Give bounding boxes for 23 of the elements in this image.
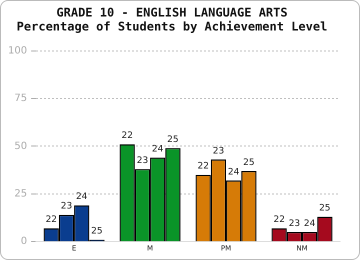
series-label: 22 xyxy=(46,215,58,226)
series-label: 23 xyxy=(136,156,148,166)
y-tick-label: 100 xyxy=(8,45,28,56)
text: 22 xyxy=(273,215,285,226)
text: 22 xyxy=(198,162,209,172)
series-label: 24 xyxy=(304,218,316,229)
text: 25 xyxy=(167,134,179,145)
chart-title: GRADE 10 - ENGLISH LANGUAGE ARTS xyxy=(56,5,288,20)
text: 23 xyxy=(288,218,300,229)
chart-subtitle: Percentage of Students by Achievement Level xyxy=(16,20,328,34)
text: 23 xyxy=(60,202,72,212)
text: 25 xyxy=(243,158,255,168)
text: 24 xyxy=(228,167,240,178)
y-tick-label: 0 xyxy=(20,236,28,248)
y-tick-label: 75 xyxy=(14,93,28,104)
text: 24 xyxy=(152,144,164,154)
y-tick-label: 50 xyxy=(14,140,28,152)
y-tick-label: 25 xyxy=(14,188,28,200)
text: 24 xyxy=(76,192,88,202)
text: 25 xyxy=(319,204,331,214)
text: 23 xyxy=(212,146,224,156)
series-label: 25 xyxy=(91,226,103,237)
text: 22 xyxy=(122,131,133,142)
